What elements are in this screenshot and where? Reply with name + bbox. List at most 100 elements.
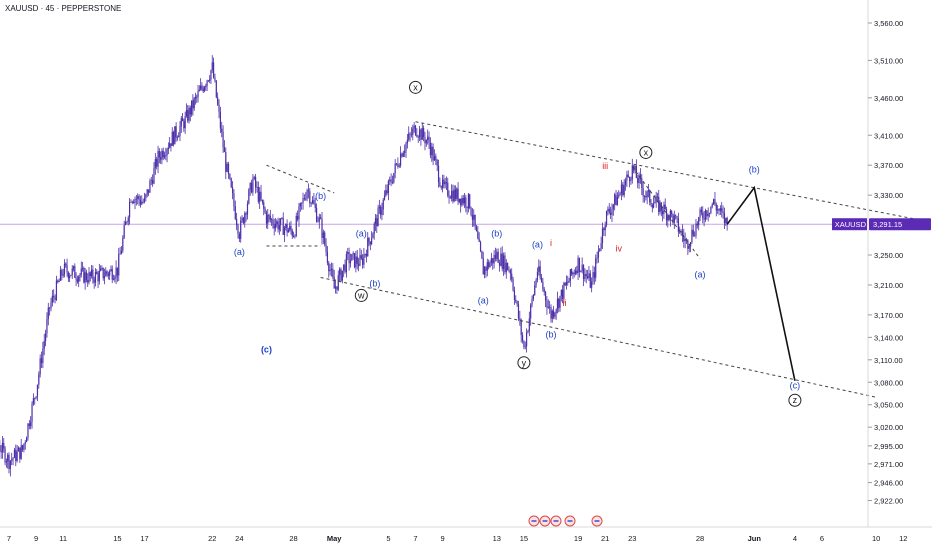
- candle-body: [463, 197, 466, 204]
- candle-body: [57, 280, 59, 283]
- candle-body: [32, 398, 34, 404]
- candle-body: [664, 204, 666, 210]
- candle-body: [478, 238, 480, 243]
- y-tick-label: 3,560.00: [874, 19, 903, 28]
- candle-body: [445, 182, 448, 183]
- candle-body: [527, 330, 529, 333]
- dashed-trendline: [631, 166, 701, 260]
- candle-body: [172, 132, 175, 145]
- wave-label: (b): [749, 165, 760, 175]
- candle-body: [684, 239, 686, 242]
- candle-body: [122, 237, 124, 251]
- candle-body: [542, 281, 544, 289]
- candle-body: [221, 128, 223, 132]
- candle-body: [700, 209, 703, 213]
- candle-body: [410, 134, 413, 136]
- candle-body: [611, 208, 613, 215]
- event-icons: [528, 515, 603, 527]
- candle-body: [588, 273, 590, 279]
- candle-body: [157, 151, 159, 167]
- candle-body: [671, 210, 673, 215]
- wave-label: ii: [563, 298, 567, 308]
- candle-body: [680, 230, 682, 233]
- candle-body: [237, 225, 239, 235]
- candle-body: [665, 209, 668, 221]
- candle-body: [683, 235, 685, 242]
- candle-body: [377, 208, 379, 227]
- candle-body: [586, 276, 589, 279]
- candle-body: [219, 111, 221, 129]
- candle-body: [79, 274, 81, 277]
- y-tick-label: 3,020.00: [874, 423, 903, 432]
- x-tick-label: 22: [208, 534, 216, 543]
- candle-body: [55, 280, 58, 300]
- candle-body: [383, 195, 386, 200]
- candle-body: [704, 210, 707, 220]
- candle-body: [301, 202, 303, 204]
- candle-body: [592, 272, 594, 282]
- candle-body: [494, 254, 497, 259]
- candle-body: [19, 447, 21, 459]
- candle-body: [725, 217, 727, 223]
- candle-body: [278, 225, 280, 230]
- candle-body: [309, 191, 311, 204]
- candle-body: [443, 179, 445, 185]
- y-tick-label: 3,460.00: [874, 94, 903, 103]
- candle-body: [577, 257, 579, 274]
- candle-body: [425, 139, 427, 144]
- candle-body: [152, 180, 154, 184]
- candle-body: [699, 209, 701, 218]
- candle-body: [470, 207, 472, 216]
- y-tick-label: 3,510.00: [874, 56, 903, 65]
- candle-body: [540, 277, 543, 282]
- candle-body: [85, 272, 88, 281]
- candle-body: [376, 218, 378, 227]
- candle-body: [390, 179, 392, 183]
- candle-body: [694, 235, 696, 237]
- candle-body: [452, 190, 454, 202]
- candle-body: [534, 285, 536, 295]
- candle-body: [49, 307, 51, 309]
- candle-body: [582, 264, 585, 279]
- candle-body: [334, 286, 337, 289]
- candle-body: [580, 271, 582, 272]
- candle-body: [552, 310, 555, 317]
- candle-body: [655, 196, 657, 203]
- candle-body: [454, 189, 457, 199]
- candle-body: [718, 209, 720, 211]
- candle-body: [528, 318, 530, 331]
- y-tick-label: 3,110.00: [874, 356, 903, 365]
- candle-body: [215, 80, 217, 98]
- wave-labels: (a)(b)(c)(a)(b)wx(b)(a)(a) iii(b)yiiiivx(…: [234, 80, 802, 407]
- candle-body: [223, 147, 226, 153]
- candle-body: [205, 85, 207, 88]
- candle-body: [135, 198, 137, 200]
- candle-body: [194, 96, 197, 99]
- candle-body: [54, 297, 56, 300]
- candle-body: [603, 228, 605, 231]
- wave-label: w: [357, 290, 365, 300]
- candle-body: [432, 146, 434, 161]
- candle-body: [330, 268, 333, 270]
- candle-body: [175, 126, 177, 138]
- candle-body: [479, 242, 482, 252]
- wave-label: x: [644, 147, 649, 157]
- candle-body: [291, 230, 293, 237]
- candle-body: [66, 265, 68, 273]
- candle-body: [386, 190, 388, 194]
- candle-body: [416, 134, 418, 137]
- candle-body: [229, 173, 231, 179]
- candle-body: [88, 272, 90, 283]
- candle-body: [337, 275, 339, 290]
- candle-body: [549, 306, 551, 308]
- x-tick-label: 11: [59, 534, 67, 543]
- candle-body: [458, 198, 460, 202]
- candle-body: [203, 87, 206, 92]
- candle-body: [310, 202, 312, 204]
- candle-body: [295, 215, 297, 236]
- candle-body: [329, 269, 331, 272]
- candle-body: [462, 198, 464, 204]
- candle-body: [707, 213, 709, 217]
- price-axis: 3,560.00 3,510.00 3,460.00 3,410.00 3,370.00…: [867, 0, 903, 527]
